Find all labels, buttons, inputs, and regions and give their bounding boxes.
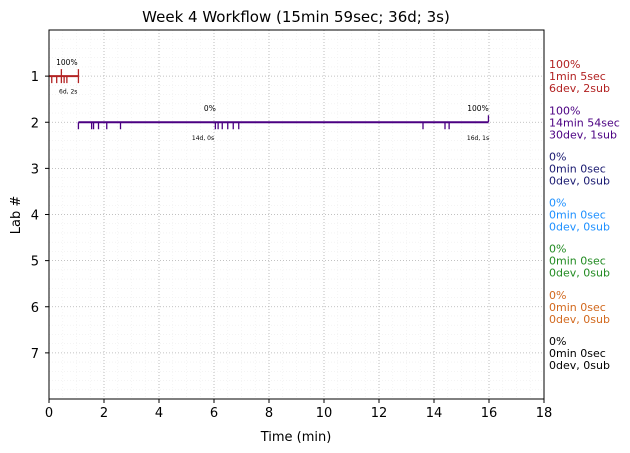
x-tick-label: 8 [265,406,273,421]
y-tick-label: 4 [31,209,39,224]
data-marks: 100% 6d, 2s 0% 14d, 0s 100% 16d, 1s [49,58,489,142]
x-tick-label: 0 [45,406,53,421]
lab-2-annotation: 14d, 0s [192,135,214,142]
grid [48,29,545,400]
lab-4-summary-line: 0min 0sec [549,209,606,222]
x-axis-title: Time (min) [260,430,332,445]
lab-1-summary-line: 6dev, 2sub [549,82,610,95]
lab-2-annotation: 16d, 1s [467,135,489,142]
y-tick-label: 5 [31,255,39,270]
y-axis-title: Lab # [9,196,24,235]
x-tick-label: 10 [316,406,333,421]
x-tick-label: 12 [371,406,388,421]
lab-1-summary-line: 1min 5sec [549,70,606,83]
y-tick-label: 6 [31,301,39,316]
lab-6-summary-line: 0% [549,289,566,302]
lab-3-summary-line: 0% [549,150,566,163]
lab-7-summary-line: 0dev, 0sub [549,359,610,372]
lab-4-summary-line: 0% [549,197,566,210]
chart-title: Week 4 Workflow (15min 59sec; 36d; 3s) [142,8,450,26]
x-tick-label: 14 [426,406,443,421]
lab-5-summary-line: 0min 0sec [549,255,606,268]
y-tick-label: 7 [31,347,39,362]
lab-2-summary-line: 30dev, 1sub [549,128,617,141]
lab-2-summary-line: 100% [549,104,580,117]
x-tick-label: 18 [536,406,553,421]
lab-5-summary-line: 0% [549,243,566,256]
y-tick-label: 1 [31,70,39,85]
x-tick-label: 2 [100,406,108,421]
lab-7-summary-line: 0min 0sec [549,347,606,360]
lab-5-summary-line: 0dev, 0sub [549,267,610,280]
lab-2-summary-line: 14min 54sec [549,116,620,129]
lab-6-summary-line: 0min 0sec [549,301,606,314]
lab-3-summary-line: 0dev, 0sub [549,174,610,187]
x-tick-label: 6 [210,406,218,421]
x-tick-label: 16 [481,406,498,421]
lab-7-summary-line: 0% [549,335,566,348]
lab-1-annotation: 100% [56,58,77,67]
y-tick-label: 3 [31,162,39,177]
lab-4-summary-line: 0dev, 0sub [549,221,610,234]
lab-2-annotation: 100% [467,104,488,113]
x-tick-label: 4 [155,406,163,421]
lab-3-summary-line: 0min 0sec [549,162,606,175]
lab-2-annotation: 0% [204,104,216,113]
lab-6-summary-line: 0dev, 0sub [549,313,610,326]
y-tick-label: 2 [31,116,39,131]
lab-1-annotation: 6d, 2s [59,89,77,96]
lab-1-summary-line: 100% [549,58,580,71]
